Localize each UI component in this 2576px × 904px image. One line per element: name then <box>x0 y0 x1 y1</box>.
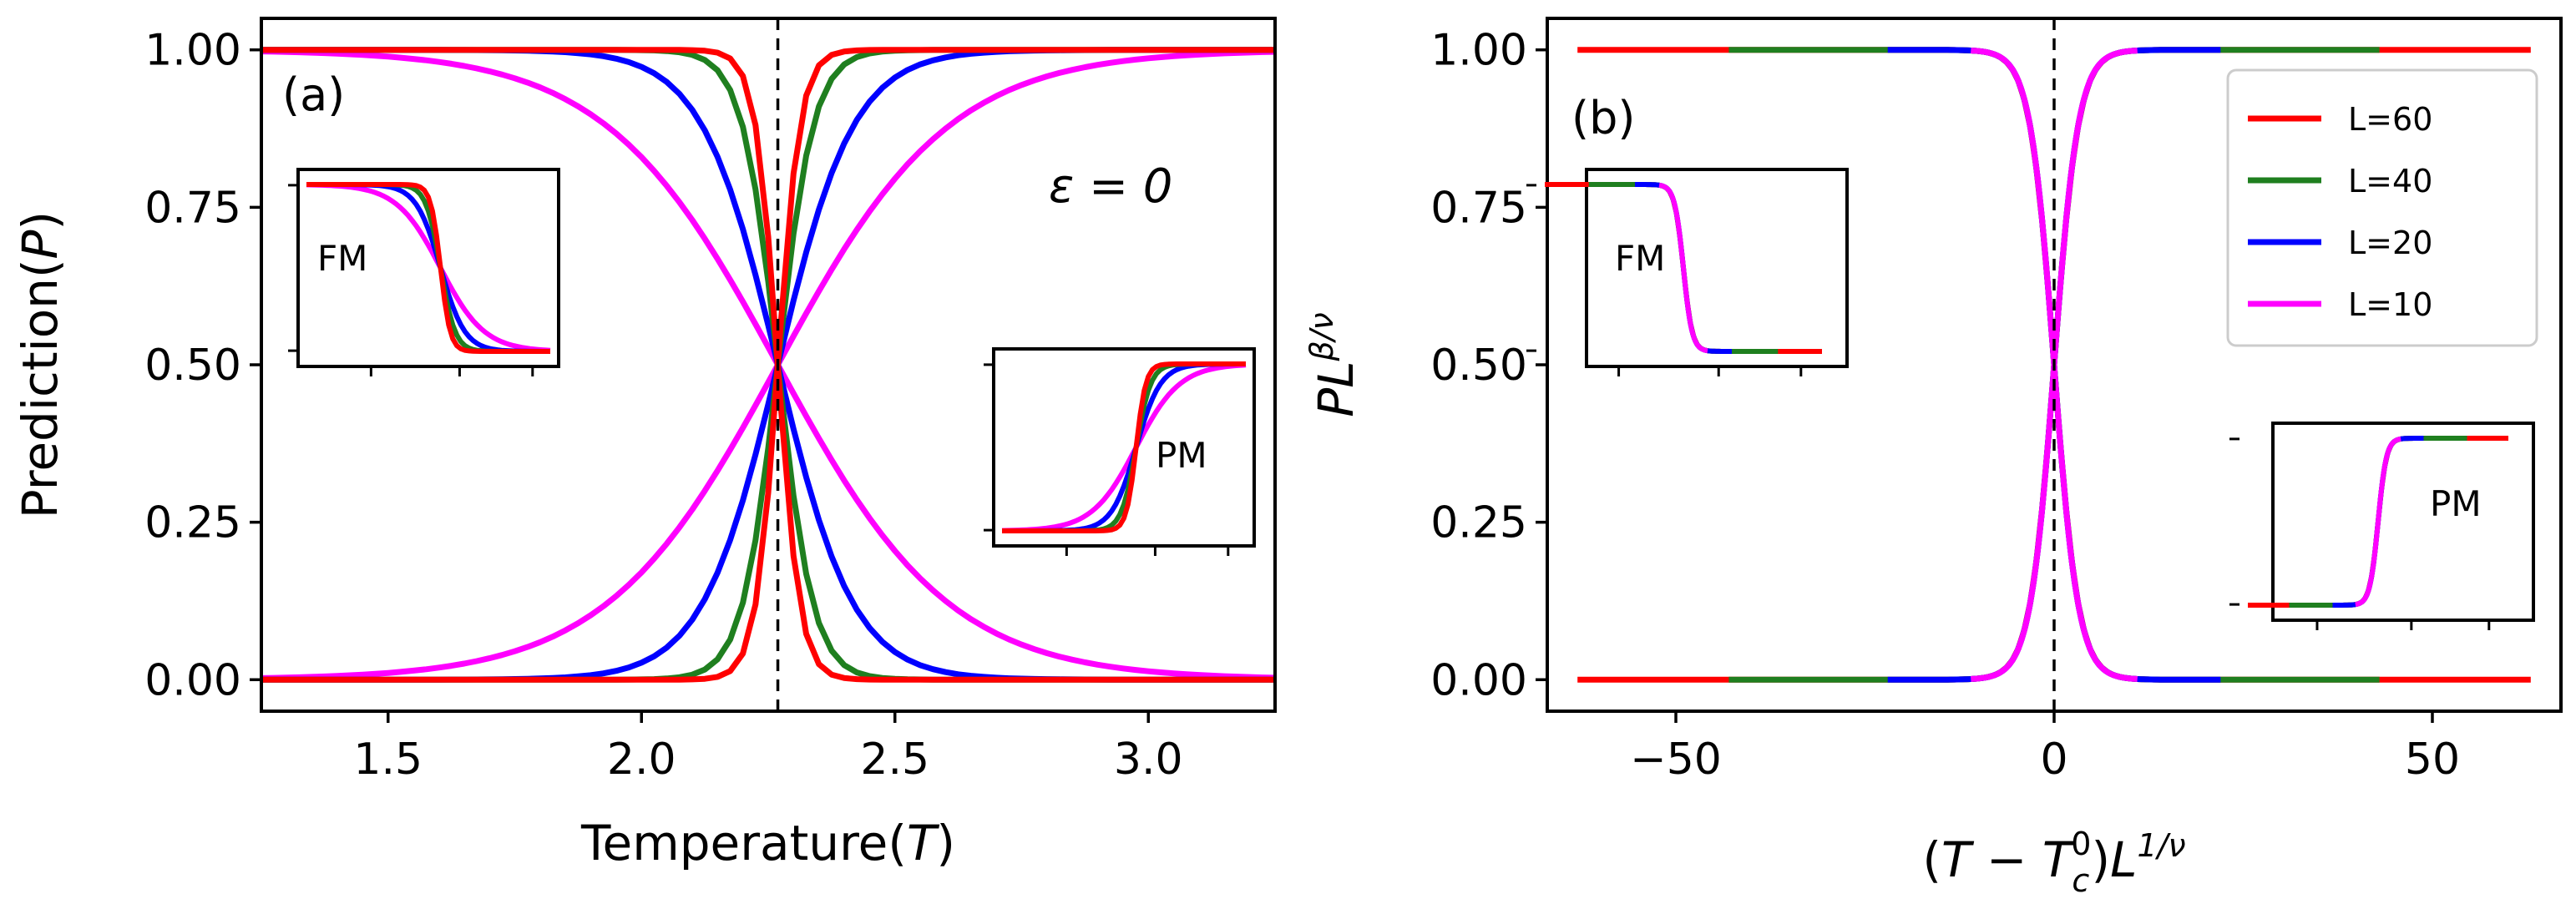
panel-a-label: (a) <box>282 68 345 121</box>
panel-a-y-ticks: 0.00 0.25 0.50 0.75 1.00 <box>144 26 261 706</box>
panel-b-x-tick-label: 50 <box>2405 735 2460 785</box>
panel-b-x-axis-title: (T − Tc0)L1/ν <box>1922 826 2185 899</box>
panel-a-inset-fm: FM <box>288 169 559 376</box>
panel-b-label: (b) <box>1571 92 1635 144</box>
inset-pm-label: PM <box>1156 435 1207 476</box>
panel-a-x-tick-label: 3.0 <box>1114 735 1183 785</box>
panel-b-y-tick-label: 0.50 <box>1430 341 1527 391</box>
inset-fm-label: FM <box>1615 238 1665 279</box>
panel-a-x-ticks: 1.5 2.0 2.5 3.0 <box>353 711 1182 785</box>
panel-a-y-tick-label: 0.50 <box>144 341 241 391</box>
inset-fm-label: FM <box>317 238 367 279</box>
panel-a-x-tick-label: 1.5 <box>353 735 423 785</box>
panel-b-x-tick-label: 0 <box>2040 735 2067 785</box>
legend-label-l10: L=10 <box>2348 286 2432 323</box>
legend-label-l20: L=20 <box>2348 225 2432 261</box>
panel-b-inset-fm: FM <box>1526 169 1847 376</box>
panel-b-x-tick-label: −50 <box>1630 735 1722 785</box>
legend: L=60 L=40 L=20 L=10 <box>2228 70 2537 346</box>
panel-b-y-tick-label: 0.75 <box>1430 183 1527 233</box>
epsilon-annotation: ε = 0 <box>1049 159 1172 214</box>
panel-b-y-ticks: 0.00 0.25 0.50 0.75 1.00 <box>1430 26 1547 706</box>
panel-a-x-tick-label: 2.5 <box>860 735 929 785</box>
panel-b: −50 0 50 0.00 0.25 0.50 0.75 1.00 (b) (T − Tc0… <box>1303 18 2561 899</box>
panel-a-y-axis-title: Prediction(P) <box>12 211 68 518</box>
panel-a-y-tick-label: 0.75 <box>144 183 241 233</box>
panel-a-y-tick-label: 0.00 <box>144 655 241 705</box>
panel-a-y-tick-label: 1.00 <box>144 26 241 76</box>
panel-a: 1.5 2.0 2.5 3.0 0.00 0.25 0.50 0.75 1.00 (a) ε … <box>12 18 1275 871</box>
panel-b-y-tick-label: 1.00 <box>1430 26 1527 76</box>
panel-b-y-axis-title: PLβ/ν <box>1303 312 1364 417</box>
panel-a-inset-pm: PM <box>984 349 1254 556</box>
inset-pm-label: PM <box>2430 483 2482 524</box>
panel-a-y-tick-label: 0.25 <box>144 498 241 548</box>
legend-label-l40: L=40 <box>2348 163 2432 199</box>
figure: 1.5 2.0 2.5 3.0 0.00 0.25 0.50 0.75 1.00 (a) ε … <box>0 0 2576 904</box>
panel-b-x-ticks: −50 0 50 <box>1630 711 2460 785</box>
panel-b-inset-pm: PM <box>2229 423 2533 630</box>
panel-b-y-tick-label: 0.25 <box>1430 498 1527 548</box>
panel-a-x-axis-title: Temperature(T) <box>580 815 955 871</box>
panel-b-y-tick-label: 0.00 <box>1430 655 1527 705</box>
legend-label-l60: L=60 <box>2348 101 2432 138</box>
panel-a-x-tick-label: 2.0 <box>607 735 676 785</box>
